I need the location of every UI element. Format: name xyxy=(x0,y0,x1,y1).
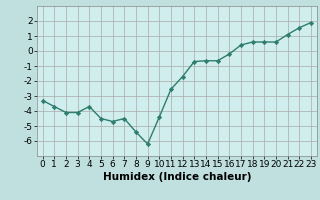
X-axis label: Humidex (Indice chaleur): Humidex (Indice chaleur) xyxy=(102,172,251,182)
